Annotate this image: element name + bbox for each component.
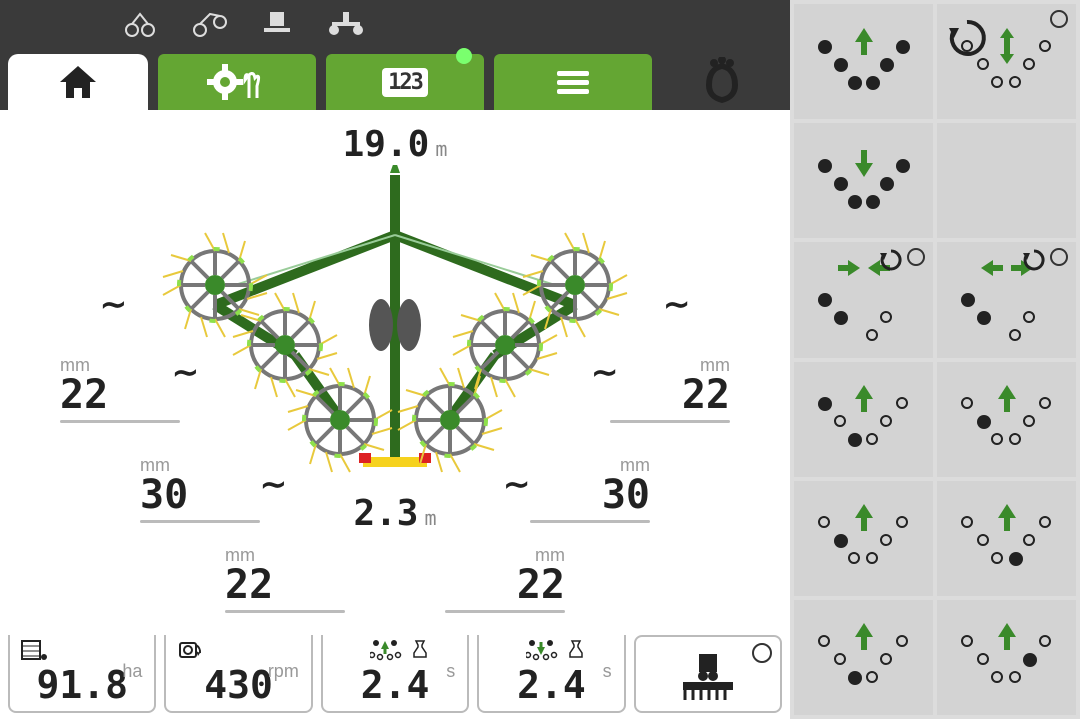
raise-outer-2-button[interactable] [937, 362, 1076, 477]
menu-icon [553, 67, 593, 97]
status-bar: ha 91.8 rpm 430 s [0, 629, 790, 719]
status-dot [456, 48, 472, 64]
mode-icon-4[interactable] [324, 8, 368, 38]
width-out-button[interactable] [937, 242, 1076, 357]
transport-mode-button[interactable] [634, 635, 782, 713]
working-width-value: 19.0 [343, 124, 430, 165]
gear-plant-icon [205, 62, 269, 102]
arrow-up-icon [996, 502, 1018, 541]
mode-icon-3[interactable] [260, 8, 294, 38]
tab-home[interactable] [8, 54, 148, 110]
brand-logo [662, 54, 782, 110]
inner-right-height[interactable]: mm 22 [445, 545, 565, 613]
indicator-icon [1050, 10, 1068, 28]
tab-menu[interactable] [494, 54, 652, 110]
tab-counter[interactable]: 123 [326, 54, 484, 110]
arrow-up-icon [996, 621, 1018, 660]
cycle-icon [879, 248, 903, 272]
arrow-down-icon [853, 145, 875, 184]
working-width: 19.0m [0, 124, 790, 165]
area-icon [20, 639, 48, 661]
raise-time[interactable]: s 2.4 [321, 635, 469, 713]
arrow-up-icon [853, 502, 875, 541]
wave-icon: ∼ [100, 285, 127, 323]
raise-inner-l-button[interactable] [794, 600, 933, 715]
outer-right-height[interactable]: mm 22 [610, 355, 730, 423]
indicator-icon [907, 248, 925, 266]
raise-mid-r-button[interactable] [937, 481, 1076, 596]
raise-inner-r-button[interactable] [937, 600, 1076, 715]
swath-width-unit: m [424, 506, 436, 530]
inner-left-height[interactable]: mm 22 [225, 545, 345, 613]
raise-mid-l-button[interactable] [794, 481, 933, 596]
tab-settings-plant[interactable] [158, 54, 316, 110]
arrow-up-icon [996, 383, 1018, 422]
control-grid [790, 0, 1080, 719]
machine-diagram [115, 165, 675, 475]
indicator-icon [1050, 248, 1068, 266]
mode-bar [0, 0, 790, 46]
indicator-icon [752, 643, 772, 663]
wave-icon: ∼ [663, 285, 690, 323]
counter-label: 123 [382, 68, 428, 97]
tab-bar: 123 [0, 46, 790, 110]
cycle-icon [1022, 248, 1046, 272]
mode-icon-1[interactable] [120, 8, 160, 38]
rpm-readout[interactable]: rpm 430 [164, 635, 312, 713]
lower-time-icon [526, 639, 586, 661]
arrow-updown-icon [997, 26, 1017, 71]
raise-all-button[interactable] [794, 4, 933, 119]
arrow-up-icon [853, 621, 875, 660]
swath-width-value: 2.3 [353, 493, 418, 534]
lower-all-button[interactable] [794, 123, 933, 238]
lower-time[interactable]: s 2.4 [477, 635, 625, 713]
auto-cycle-button[interactable] [937, 4, 1076, 119]
work-area: 19.0m [0, 110, 790, 719]
rpm-icon [176, 639, 204, 661]
arrow-up-icon [853, 26, 875, 65]
arrow-up-icon [853, 383, 875, 422]
home-icon [56, 62, 100, 102]
transport-icon [673, 648, 743, 704]
empty-button [937, 123, 1076, 238]
swath-width: 2.3m [0, 493, 790, 534]
working-width-unit: m [435, 137, 447, 161]
mode-icon-2[interactable] [190, 8, 230, 38]
width-in-button[interactable] [794, 242, 933, 357]
raise-time-icon [370, 639, 430, 661]
area-counter[interactable]: ha 91.8 [8, 635, 156, 713]
raise-outer-button[interactable] [794, 362, 933, 477]
outer-left-height[interactable]: mm 22 [60, 355, 180, 423]
